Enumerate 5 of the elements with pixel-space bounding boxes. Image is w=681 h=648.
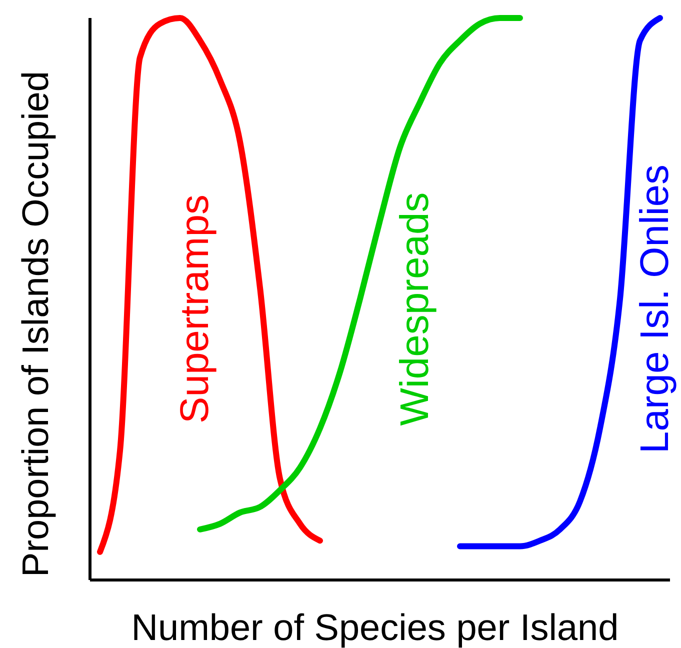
x-axis-title: Number of Species per Island [131,607,619,648]
text: Supertramps [173,194,217,424]
text: Large Isl. Onlies [633,164,677,454]
text: Widespreads [393,192,437,426]
y-axis-title: Proportion of Islands Occupied [15,71,56,577]
